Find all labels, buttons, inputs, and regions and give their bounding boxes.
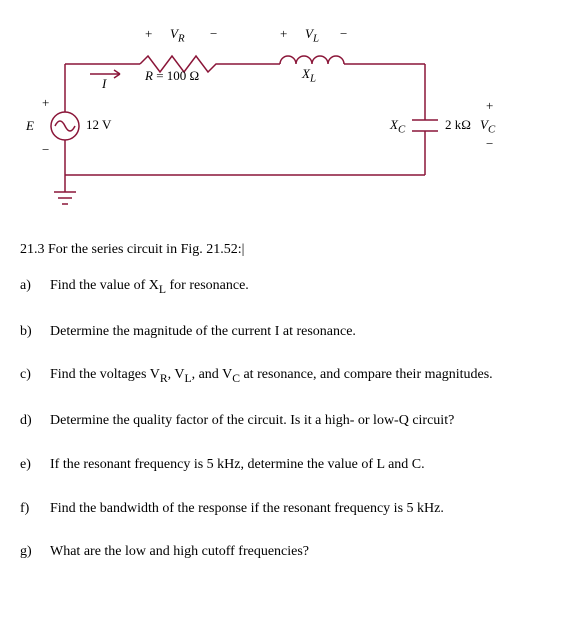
source-polarity-minus: −: [42, 142, 49, 158]
part-b: b) Determine the magnitude of the curren…: [20, 322, 544, 342]
part-g: g) What are the low and high cutoff freq…: [20, 542, 544, 562]
vr-minus: −: [210, 26, 217, 42]
circuit-svg: [20, 20, 500, 210]
part-letter: e): [20, 455, 50, 475]
vl-minus: −: [340, 26, 347, 42]
part-text: Find the value of XL for resonance.: [50, 276, 544, 298]
part-a: a) Find the value of XL for resonance.: [20, 276, 544, 298]
xc-label: XC: [390, 117, 405, 136]
vr-plus: +: [145, 26, 152, 42]
vc-label: VC: [480, 117, 495, 136]
part-text: Find the voltages VR, VL, and VC at reso…: [50, 365, 544, 387]
part-letter: b): [20, 322, 50, 342]
part-text: If the resonant frequency is 5 kHz, dete…: [50, 455, 544, 475]
r-value: R = R = 100 Ω100 Ω: [145, 68, 199, 84]
part-letter: f): [20, 499, 50, 519]
circuit-diagram: E + − 12 V I + VR − R = R = 100 Ω100 Ω +…: [20, 20, 500, 200]
vl-plus: +: [280, 26, 287, 42]
question-block: 21.3 For the series circuit in Fig. 21.5…: [20, 240, 544, 562]
xl-label: XL: [302, 66, 316, 85]
part-letter: a): [20, 276, 50, 298]
part-c: c) Find the voltages VR, VL, and VC at r…: [20, 365, 544, 387]
vc-plus: +: [486, 98, 493, 114]
xc-value: 2 kΩ: [445, 117, 471, 133]
part-text: Determine the quality factor of the circ…: [50, 411, 544, 431]
current-label: I: [102, 76, 106, 92]
question-intro: 21.3 For the series circuit in Fig. 21.5…: [20, 240, 544, 260]
source-polarity-plus: +: [42, 95, 49, 111]
source-label-E: E: [26, 118, 34, 134]
part-letter: c): [20, 365, 50, 387]
part-text: What are the low and high cutoff frequen…: [50, 542, 544, 562]
part-letter: g): [20, 542, 50, 562]
vc-minus: −: [486, 136, 493, 152]
source-value: 12 V: [86, 117, 111, 133]
vl-label: VL: [305, 26, 319, 45]
text-cursor: |: [242, 242, 245, 257]
part-text: Determine the magnitude of the current I…: [50, 322, 544, 342]
part-f: f) Find the bandwidth of the response if…: [20, 499, 544, 519]
part-letter: d): [20, 411, 50, 431]
part-e: e) If the resonant frequency is 5 kHz, d…: [20, 455, 544, 475]
vr-label: VR: [170, 26, 185, 45]
part-d: d) Determine the quality factor of the c…: [20, 411, 544, 431]
part-text: Find the bandwidth of the response if th…: [50, 499, 544, 519]
